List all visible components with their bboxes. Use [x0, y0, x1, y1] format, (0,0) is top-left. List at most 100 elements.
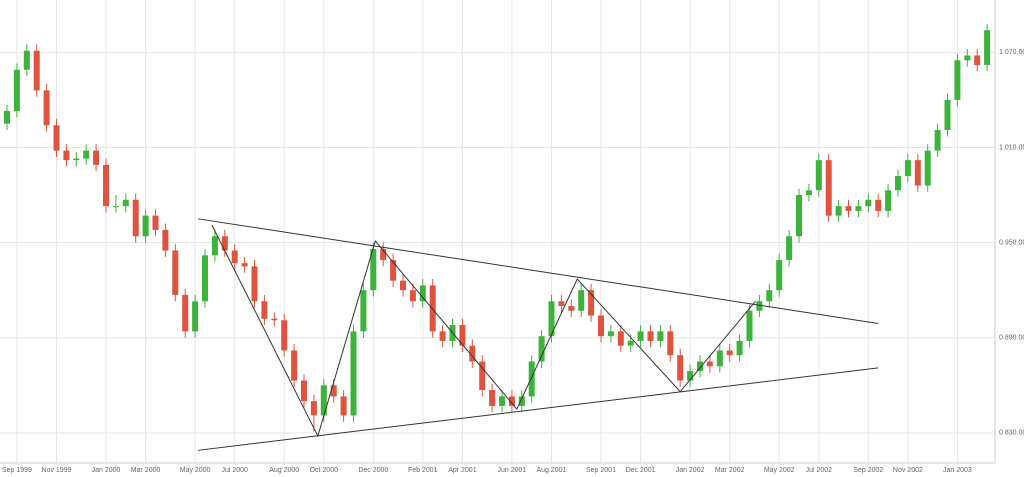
candle-body: [142, 215, 149, 237]
candle-body: [697, 361, 703, 372]
candle-body: [924, 150, 931, 186]
trend-line: [198, 367, 879, 451]
candle-body: [192, 301, 199, 332]
candle-body: [835, 206, 842, 216]
y-tick-label: 0.890.00: [999, 335, 1024, 342]
candle-body: [271, 318, 278, 321]
x-tick-label: Nov 2002: [893, 467, 923, 474]
candle-body: [202, 255, 208, 302]
labels: 0.830.00 0.890.00 0.950.00 1.010.00 1.070.00…: [2, 49, 1024, 474]
trend-line: [211, 224, 756, 438]
candle-body: [627, 340, 634, 346]
x-tick-label: Sep 2002: [853, 467, 883, 474]
x-tick-label: Jul 2000: [221, 467, 248, 474]
candle-body: [360, 290, 367, 332]
candle-body: [13, 69, 20, 111]
candle-body: [508, 396, 515, 406]
candle-body: [429, 285, 436, 332]
candle-body: [380, 248, 387, 261]
candle-body: [489, 390, 496, 406]
candle-body: [984, 30, 991, 66]
candle-body: [895, 176, 901, 191]
candle-body: [786, 236, 793, 261]
candle-body: [261, 301, 268, 319]
candle-body: [439, 331, 446, 341]
x-tick-label: Jan 2002: [676, 467, 705, 474]
x-tick-label: Oct 2000: [310, 467, 339, 474]
candle-body: [796, 195, 802, 237]
candle-body: [687, 371, 694, 381]
candle-body: [954, 60, 961, 100]
candle-body: [548, 301, 555, 337]
candle-body: [617, 331, 624, 346]
trend-line: [197, 218, 879, 324]
candle-body: [281, 320, 288, 351]
candle-body: [162, 229, 169, 251]
candle-body: [598, 315, 604, 337]
candle-body: [974, 55, 981, 66]
candle-body: [944, 99, 951, 131]
candle-body: [103, 164, 109, 207]
candle-body: [538, 336, 545, 362]
candle-body: [746, 310, 753, 341]
candle-body: [726, 350, 733, 356]
candle-body: [390, 260, 397, 281]
candle-body: [766, 290, 773, 302]
candle-body: [677, 355, 684, 381]
x-tick-label: Jul 2002: [806, 467, 833, 474]
candle-body: [637, 331, 644, 341]
candle-body: [875, 199, 882, 211]
candle-body: [756, 301, 763, 311]
candle-body: [815, 160, 822, 191]
candle-body: [578, 290, 585, 311]
candle-body: [340, 396, 347, 416]
x-tick-label: Mar 2002: [715, 467, 745, 474]
candle-body: [469, 345, 476, 362]
candle-body: [4, 110, 10, 124]
candle-body: [706, 361, 713, 367]
candle-body: [122, 199, 129, 207]
candle-body: [63, 150, 70, 161]
x-tick-label: Jun 2001: [497, 467, 526, 474]
candle-body: [805, 190, 812, 196]
candle-body: [528, 361, 535, 397]
candle-body: [370, 248, 377, 291]
y-tick-label: 0.830.00: [999, 430, 1024, 437]
x-tick-label: Dec 2000: [358, 467, 388, 474]
trend-lines: [197, 218, 879, 451]
candle-body: [518, 396, 525, 406]
x-tick-label: Aug 2001: [537, 467, 567, 474]
candle-body: [865, 199, 872, 207]
x-tick-label: May 2000: [180, 467, 211, 474]
candle-body: [112, 206, 119, 208]
candle-body: [301, 380, 307, 402]
candle-body: [172, 250, 179, 295]
candles: [4, 23, 991, 432]
candle-body: [241, 263, 248, 267]
candle-body: [964, 55, 971, 61]
candle-body: [291, 350, 298, 381]
candle-body: [221, 236, 228, 251]
candle-body: [736, 340, 743, 356]
x-tick-label: May 2002: [764, 467, 795, 474]
candle-body: [132, 199, 139, 237]
candle-body: [409, 290, 416, 302]
x-tick-label: Sep 1999: [2, 467, 32, 474]
candle-body: [152, 215, 159, 230]
candle-body: [904, 160, 911, 177]
candle-body: [419, 285, 426, 302]
x-tick-label: Aug 2000: [269, 467, 299, 474]
candle-body: [558, 301, 565, 307]
y-tick-label: 1.070.00: [999, 49, 1024, 56]
candle-body: [23, 50, 30, 70]
x-tick-label: Jan 2000: [92, 467, 121, 474]
candle-body: [53, 125, 60, 151]
candle-body: [716, 350, 723, 367]
candle-body: [310, 401, 317, 416]
x-tick-label: Dec 2001: [626, 467, 656, 474]
candle-body: [568, 306, 575, 311]
candle-body: [657, 331, 664, 341]
candle-body: [182, 294, 189, 332]
x-tick-label: Feb 2001: [408, 467, 438, 474]
